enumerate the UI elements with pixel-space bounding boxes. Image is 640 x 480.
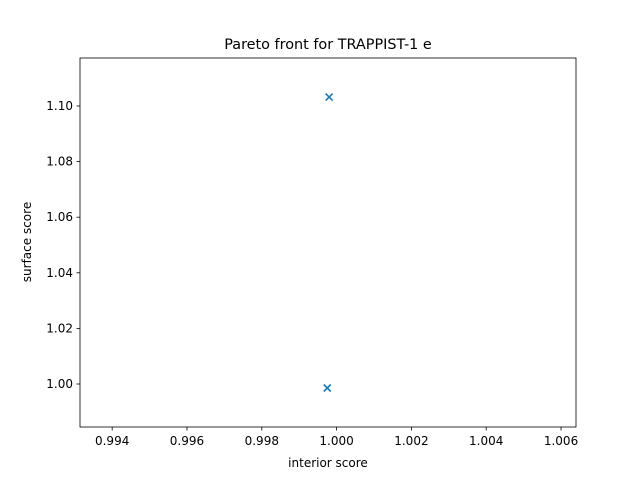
x-tick-label: 0.998	[245, 434, 279, 448]
chart-title: Pareto front for TRAPPIST-1 e	[224, 37, 432, 53]
y-tick-label: 1.00	[46, 377, 73, 391]
data-point	[325, 93, 334, 102]
y-tick-label: 1.08	[46, 155, 73, 169]
x-tick-label: 1.000	[319, 434, 353, 448]
y-tick-label: 1.06	[46, 210, 73, 224]
x-tick-label: 0.994	[95, 434, 129, 448]
x-tick-label: 1.006	[544, 434, 578, 448]
x-axis-label: interior score	[288, 456, 368, 470]
x-tick-label: 1.002	[394, 434, 428, 448]
y-axis-label: surface score	[20, 202, 34, 282]
y-tick-label: 1.02	[46, 321, 73, 335]
y-tick-label: 1.04	[46, 266, 73, 280]
x-tick-label: 1.004	[469, 434, 503, 448]
data-point	[323, 383, 332, 393]
y-tick-label: 1.10	[46, 99, 73, 113]
x-tick-label: 0.996	[170, 434, 204, 448]
axes-frame	[79, 57, 577, 428]
